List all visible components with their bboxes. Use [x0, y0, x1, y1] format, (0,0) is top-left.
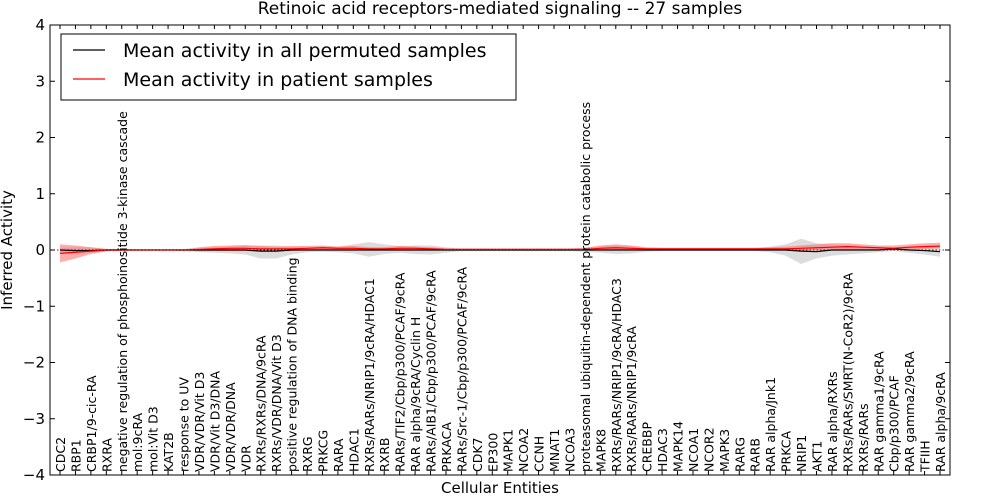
- x-tick-label: PRKCA: [779, 431, 794, 472]
- x-tick-label: mol:Vit D3: [146, 406, 161, 472]
- y-tick-label: −3: [23, 410, 45, 428]
- x-tick-label: HDAC3: [655, 428, 670, 472]
- x-tick-label: CCNH: [532, 436, 547, 472]
- band-patient: [60, 242, 940, 263]
- band-permuted: [60, 238, 940, 265]
- x-tick-label: RAR alpha/9cRA/Cyclin H: [408, 317, 423, 472]
- x-tick-label: RXRs/RARs/NRIP1/9cRA/HDAC1: [362, 278, 377, 472]
- y-axis-label: Inferred Activity: [0, 190, 16, 310]
- x-tick-label: EP300: [485, 433, 500, 472]
- x-tick-label: MAPK14: [671, 421, 686, 472]
- x-tick-label: RXRs/RARs/SMRT(N-CoR2)/9cRA: [840, 272, 855, 472]
- x-tick-label: CREBBP: [640, 422, 655, 472]
- x-axis: CDC2 RBP1 CRBP1/9-cic-RA RXRA negative regul…: [53, 25, 948, 475]
- x-tick-label: RXRs/VDR/DNA/Vit D3: [269, 334, 284, 472]
- x-tick-label: response to UV: [177, 377, 192, 472]
- y-tick-label: −2: [23, 354, 45, 372]
- x-tick-label: RARs/Src-1/Cbp/p300/PCAF/9cRA: [454, 266, 469, 472]
- x-tick-label: RARB: [748, 438, 763, 472]
- x-tick-label: CRBP1/9-cic-RA: [84, 375, 99, 472]
- x-tick-label: NCOR2: [701, 427, 716, 472]
- x-tick-label: VDR/VDR/DNA: [223, 382, 238, 472]
- x-tick-label: RARs/AIB1/Cbp/p300/PCAF/9cRA: [424, 270, 439, 472]
- x-tick-label: negative regulation of phosphoinositide …: [115, 111, 130, 472]
- x-tick-label: RXRs/RARs/NRIP1/9cRA: [624, 326, 639, 472]
- x-tick-label: VDR: [238, 445, 253, 472]
- legend-box: [60, 33, 517, 101]
- x-tick-label: MAPK1: [501, 429, 516, 472]
- x-tick-label: RXRs/RARs/NRIP1/9cRA/HDAC3: [609, 278, 624, 472]
- x-tick-label: RARG: [732, 437, 747, 472]
- confidence-bands: [60, 238, 940, 265]
- series-lines: [59, 245, 941, 254]
- x-tick-label: CDC2: [53, 437, 68, 472]
- series-line-patient: [59, 245, 941, 254]
- x-tick-label: Cbp/p300/PCAF: [887, 375, 902, 472]
- x-tick-label: CDK7: [470, 437, 485, 472]
- chart-title: Retinoic acid receptors-mediated signali…: [258, 0, 743, 19]
- y-axis: −4 −3 −2 −1 0 1 2 3 4: [23, 16, 950, 484]
- x-tick-label: RARs/TIF2/Cbp/p300/PCAF/9cRA: [393, 272, 408, 472]
- y-tick-label: −4: [23, 466, 45, 484]
- x-tick-label: NCOA1: [686, 428, 701, 472]
- x-axis-label: Cellular Entities: [441, 479, 559, 497]
- x-tick-label: AKT1: [809, 441, 824, 472]
- y-tick-label: 3: [35, 72, 45, 90]
- y-tick-label: 1: [35, 185, 45, 203]
- x-tick-label: RXRG: [300, 436, 315, 472]
- x-tick-label: NCOA2: [516, 428, 531, 472]
- x-tick-label: RBP1: [68, 439, 83, 472]
- y-tick-label: −1: [23, 297, 45, 315]
- x-tick-label: NRIP1: [794, 435, 809, 472]
- legend-label-permuted: Mean activity in all permuted samples: [123, 40, 486, 62]
- x-tick-label: mol:9cRA: [130, 412, 145, 472]
- x-tick-label: PRKACA: [439, 422, 454, 472]
- legend-label-patient: Mean activity in patient samples: [123, 69, 433, 91]
- x-tick-label: RAR alpha/RXRs: [825, 371, 840, 472]
- x-tick-label: RXRs/RXRs/DNA/9cRA: [254, 335, 269, 472]
- x-tick-label: HDAC1: [346, 428, 361, 472]
- x-tick-label: RXRB: [377, 437, 392, 472]
- x-tick-label: VDR/Vit D3/DNA: [207, 371, 222, 472]
- x-tick-label: PRKCG: [315, 430, 330, 472]
- x-tick-label: KAT2B: [161, 432, 176, 472]
- y-tick-label: 4: [35, 16, 45, 34]
- x-tick-label: RAR gamma1/9cRA: [871, 351, 886, 472]
- x-tick-label: RXRs/RARs: [856, 403, 871, 472]
- legend: Mean activity in all permuted samples Me…: [60, 33, 517, 101]
- x-tick-label: RARA: [331, 438, 346, 472]
- y-tick-label: 0: [35, 241, 45, 259]
- y-tick-label: 2: [35, 129, 45, 147]
- x-tick-label: MNAT1: [547, 429, 562, 472]
- x-tick-label: TFIIH: [918, 440, 933, 473]
- x-tick-label: RAR gamma2/9cRA: [902, 351, 917, 472]
- x-tick-label: NCOA3: [562, 428, 577, 472]
- x-tick-label: positive regulation of DNA binding: [285, 257, 300, 472]
- x-tick-label: proteasomal ubiquitin-dependent protein …: [578, 102, 593, 472]
- x-tick-label: VDR/VDR/Vit D3: [192, 372, 207, 472]
- x-tick-label: RAR alpha/Jnk1: [763, 377, 778, 472]
- x-tick-label: RXRA: [99, 438, 114, 472]
- x-tick-label: MAPK8: [593, 429, 608, 472]
- x-tick-label: MAPK3: [717, 429, 732, 472]
- x-tick-label: RAR alpha/9cRA: [933, 372, 948, 472]
